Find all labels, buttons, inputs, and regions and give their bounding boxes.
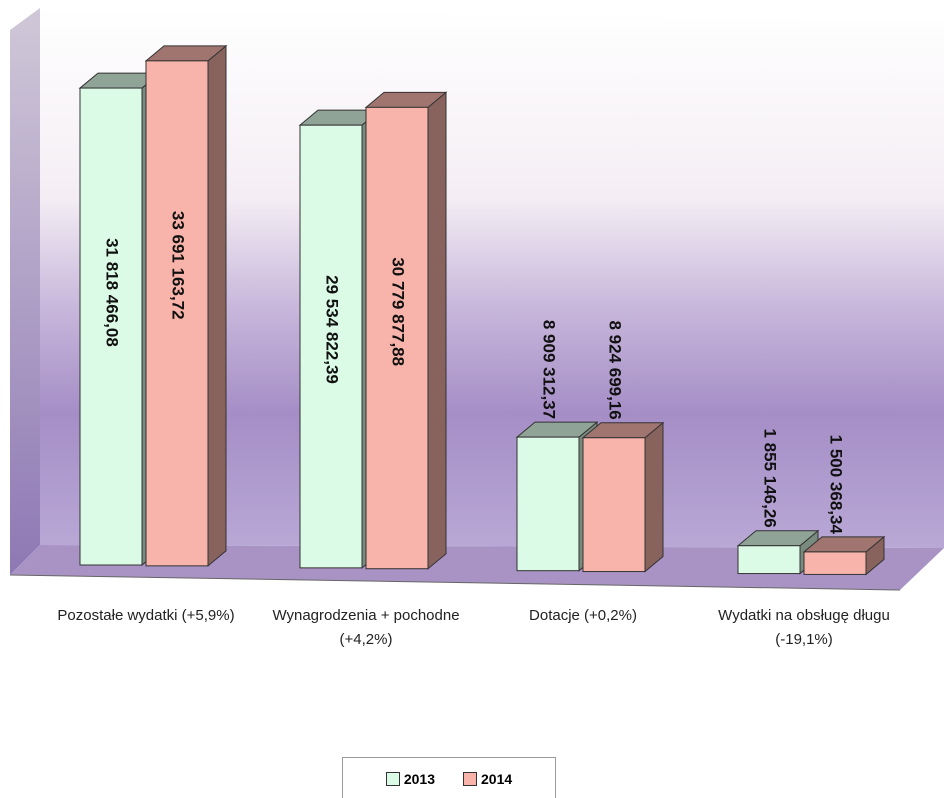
x-tick-label: Pozostałe wydatki (+5,9%) [57, 607, 235, 624]
value-label: 8 924 699,16 [606, 321, 625, 420]
baseline [9, 574, 901, 591]
bar [582, 437, 646, 573]
value-label: 30 779 877,88 [389, 257, 408, 366]
legend-item: 2013 [385, 770, 435, 787]
bar [516, 436, 580, 572]
value-label: 31 818 466,08 [103, 238, 122, 347]
value-label: 29 534 822,39 [323, 275, 342, 384]
value-label: 1 500 368,34 [827, 435, 846, 535]
legend-item: 2014 [463, 771, 512, 787]
side-wall [10, 8, 40, 575]
value-label: 33 691 163,72 [169, 211, 188, 320]
bar [145, 60, 209, 567]
back-wall [40, 8, 944, 548]
legend: 2013 2014 [342, 757, 556, 798]
legend-label: 2014 [481, 770, 513, 787]
x-tick-label: Wydatki na obsługę długu (-19,1%) [718, 607, 890, 648]
value-label: 8 909 312,37 [540, 320, 559, 419]
legend-label: 2013 [403, 770, 435, 787]
bar [365, 106, 429, 570]
x-tick-label: Dotacje (+0,2%) [529, 607, 637, 624]
bar-side [427, 91, 447, 570]
bar [299, 124, 363, 569]
bar [803, 551, 867, 575]
bar-side [207, 44, 227, 567]
value-label: 1 855 146,26 [761, 428, 780, 527]
bar-side [644, 421, 664, 573]
bar [737, 545, 801, 575]
x-tick-label: Wynagrodzenia + pochodne (+4,2%) [272, 607, 460, 648]
legend-swatch [385, 771, 400, 786]
legend-swatch [463, 771, 477, 786]
bar [79, 87, 143, 566]
